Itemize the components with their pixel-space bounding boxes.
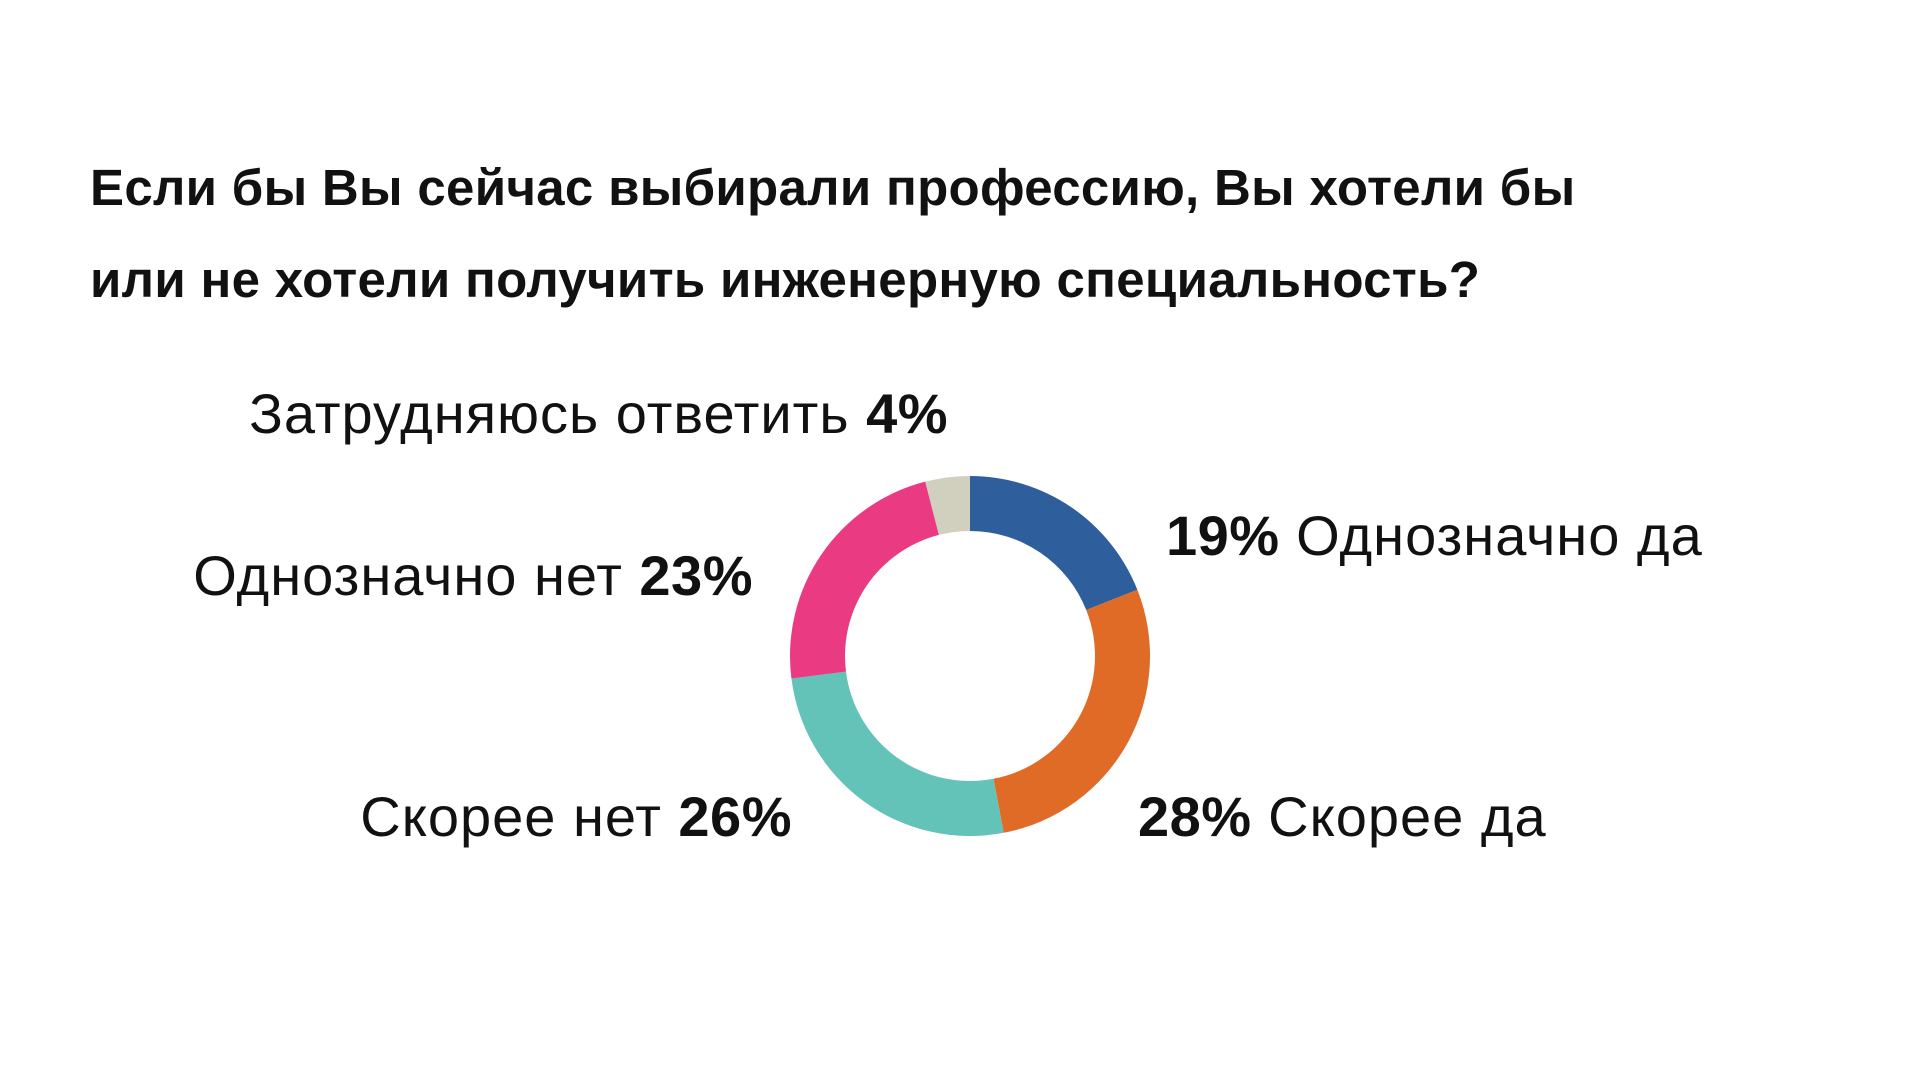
chart-title-line-2: или не хотели получить инженерную специа… xyxy=(90,251,1481,308)
slice-percent-2: 28% xyxy=(1138,785,1252,848)
slice-label-2: 28% Скорее да xyxy=(1138,785,1547,848)
donut-slice-1 xyxy=(970,476,1138,610)
donut-slice-3 xyxy=(791,671,1004,837)
slice-category-2: Скорее да xyxy=(1252,785,1547,848)
slice-percent-5: 4% xyxy=(866,382,948,445)
donut-slices xyxy=(790,476,1150,837)
donut-slice-2 xyxy=(993,589,1150,833)
chart-title: Если бы Вы сейчас выбирали профессию, Вы… xyxy=(90,142,1790,326)
chart-title-line-1: Если бы Вы сейчас выбирали профессию, Вы… xyxy=(90,159,1576,216)
slice-label-1: 19% Однозначно да xyxy=(1166,504,1703,567)
slice-category-1: Однозначно да xyxy=(1280,504,1703,567)
slice-category-3: Скорее нет xyxy=(360,785,678,848)
slice-category-5: Затрудняюсь ответить xyxy=(249,382,866,445)
slice-percent-4: 23% xyxy=(639,544,753,607)
slice-label-4: Однозначно нет 23% xyxy=(193,544,753,607)
slice-percent-3: 26% xyxy=(678,785,792,848)
donut-slice-4 xyxy=(790,481,939,679)
slice-label-5: Затрудняюсь ответить 4% xyxy=(249,382,948,445)
slice-label-3: Скорее нет 26% xyxy=(360,785,792,848)
slice-category-4: Однозначно нет xyxy=(193,544,639,607)
donut-slice-5 xyxy=(925,476,970,535)
slice-percent-1: 19% xyxy=(1166,504,1280,567)
donut-labels: 19% Однозначно да 28% Скорее да Скорее нет… xyxy=(193,382,1703,848)
